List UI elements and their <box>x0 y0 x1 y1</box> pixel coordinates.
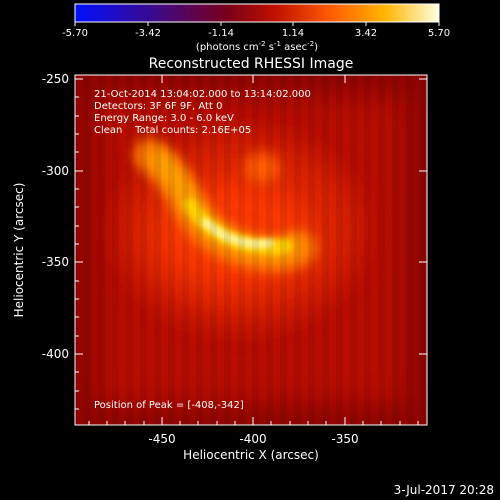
colorbar-tick-label: -1.14 <box>208 28 234 39</box>
y-axis-ticks <box>75 78 427 410</box>
info-time-range: 21-Oct-2014 13:04:02.000 to 13:14:02.000 <box>94 89 311 100</box>
x-axis-ticks <box>88 75 419 425</box>
x-tick-label: -450 <box>148 432 175 446</box>
footer-date: 3-Jul-2017 20:28 <box>394 483 494 497</box>
colorbar-tick-label: -5.70 <box>62 28 88 39</box>
y-tick-label: -250 <box>42 72 69 86</box>
colorbar <box>74 3 440 23</box>
y-tick-label: -300 <box>42 164 69 178</box>
y-axis-label: Heliocentric Y (arcsec) <box>12 183 26 318</box>
rhessi-image <box>75 75 427 425</box>
info-detectors: Detectors: 3F 6F 9F, Att 0 <box>94 101 222 112</box>
colorbar-tick-label: 1.14 <box>282 28 304 39</box>
info-total-counts: Clean Total counts: 2.16E+05 <box>94 125 251 136</box>
colorbar-tick-label: 5.70 <box>428 28 450 39</box>
info-energy-range: Energy Range: 3.0 - 6.0 keV <box>94 113 234 124</box>
colorbar-tick-label: -3.42 <box>135 28 161 39</box>
plot-frame <box>74 74 428 426</box>
plot-title: Reconstructed RHESSI Image <box>149 56 354 72</box>
colorbar-unit: (photons cm-2 s-1 asec-2) <box>196 40 318 53</box>
peak-position-label: Position of Peak = [-408,-342] <box>94 400 244 411</box>
x-axis-label: Heliocentric X (arcsec) <box>183 448 319 462</box>
colorbar-tick-label: 3.42 <box>355 28 377 39</box>
y-tick-label: -350 <box>42 255 69 269</box>
y-tick-label: -400 <box>42 347 69 361</box>
x-tick-label: -400 <box>239 432 266 446</box>
colorbar-ticks <box>74 22 440 26</box>
x-tick-label: -350 <box>331 432 358 446</box>
